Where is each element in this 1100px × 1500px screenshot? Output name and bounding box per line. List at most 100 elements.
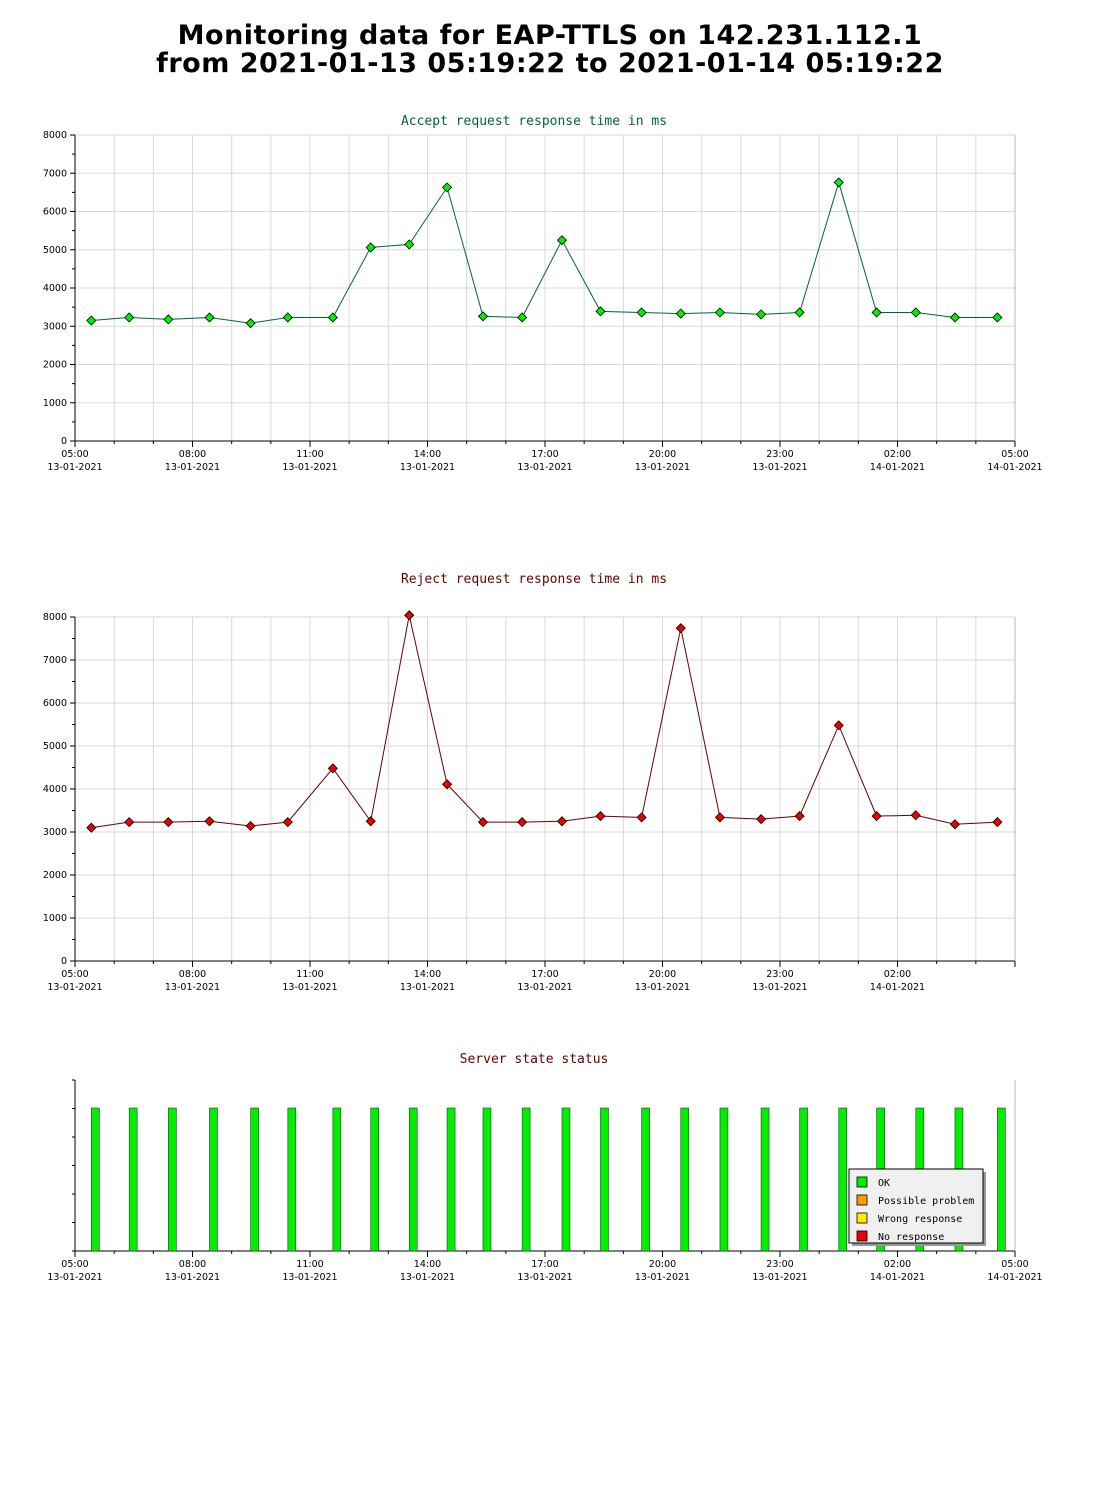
accept-xtick-time: 05:00 [1001, 449, 1028, 460]
reject-data-point [556, 816, 568, 827]
reject-xtick-time: 14:00 [414, 969, 441, 980]
accept-data-point [871, 307, 882, 318]
accept-data-point [245, 318, 256, 329]
reject-ytick-label: 6000 [43, 698, 67, 709]
accept-title: Accept request response time in ms [401, 114, 667, 129]
reject-data-point [477, 817, 489, 828]
status-bar [838, 1107, 848, 1252]
accept-xtick-time: 17:00 [531, 449, 558, 460]
status-xtick-time: 23:00 [766, 1259, 793, 1270]
accept-ytick-label: 2000 [43, 360, 67, 371]
reject-ytick-label: 2000 [43, 870, 67, 881]
reject-response-chart: Reject request response time in ms 05:00 1… [43, 572, 1016, 993]
accept-ytick-label: 4000 [43, 283, 67, 294]
accept-xtick-time: 23:00 [766, 449, 793, 460]
status-xtick-time: 05:00 [1001, 1259, 1028, 1270]
status-xtick-time: 11:00 [296, 1259, 323, 1270]
accept-data-point [282, 312, 293, 323]
status-xtick-date: 13-01-2021 [752, 1272, 807, 1283]
reject-xtick-time: 02:00 [884, 969, 911, 980]
status-xtick-date: 13-01-2021 [635, 1272, 690, 1283]
reject-data-point [204, 816, 215, 827]
reject-data-point [245, 820, 256, 832]
reject-xtick-time: 20:00 [649, 969, 676, 980]
reject-xtick-date: 13-01-2021 [165, 982, 220, 993]
reject-data-point [365, 816, 376, 827]
accept-data-point [163, 314, 174, 325]
accept-data-point [756, 309, 767, 320]
reject-ytick-label: 0 [61, 956, 67, 967]
legend-label: OK [878, 1178, 890, 1189]
reject-data-point [910, 810, 921, 821]
accept-xtick-date: 13-01-2021 [47, 462, 102, 473]
reject-ytick-label: 8000 [43, 612, 67, 623]
accept-data-point [714, 307, 726, 318]
reject-series-line [91, 615, 998, 829]
reject-data-point [282, 817, 293, 828]
reject-ytick-label: 4000 [43, 784, 67, 795]
accept-xtick-date: 13-01-2021 [400, 462, 455, 473]
accept-data-point [86, 315, 97, 326]
reject-data-point [86, 822, 97, 833]
status-xtick-date: 13-01-2021 [47, 1272, 102, 1283]
accept-xtick-time: 05:00 [61, 449, 88, 460]
page-title: Monitoring data for EAP-TTLS on 142.231.… [0, 22, 1100, 78]
accept-data-point [794, 307, 805, 318]
accept-xtick-time: 14:00 [414, 449, 441, 460]
reject-data-point [675, 623, 686, 634]
legend-box [848, 1168, 984, 1244]
accept-data-point [124, 312, 135, 323]
reject-xtick-time: 11:00 [296, 969, 323, 980]
status-bar [799, 1107, 808, 1252]
reject-xtick-date: 13-01-2021 [517, 982, 572, 993]
reject-data-point [404, 610, 415, 621]
accept-data-point [517, 312, 528, 323]
legend-label: Wrong response [878, 1214, 962, 1225]
accept-xtick-time: 20:00 [649, 449, 676, 460]
legend-swatch [856, 1194, 868, 1206]
reject-xtick-date: 13-01-2021 [282, 982, 337, 993]
reject-ytick-label: 7000 [43, 655, 67, 666]
accept-data-point [833, 177, 844, 188]
accept-xtick-time: 08:00 [179, 449, 206, 460]
reject-data-point [949, 819, 961, 830]
reject-data-point [794, 811, 805, 822]
status-title: Server state status [460, 1052, 609, 1067]
reject-data-point [756, 814, 767, 825]
server-state-chart: Server state status 05:00 13-01-2021 08:00 1… [47, 1052, 1042, 1283]
accept-ytick-label: 8000 [43, 130, 67, 141]
status-bar [561, 1107, 571, 1252]
reject-xtick-time: 08:00 [179, 969, 206, 980]
status-bar [641, 1107, 650, 1252]
status-xtick-date: 13-01-2021 [517, 1272, 572, 1283]
reject-data-point [442, 779, 453, 790]
status-xtick-date: 14-01-2021 [987, 1272, 1042, 1283]
accept-ytick-label: 0 [61, 436, 67, 447]
accept-data-point [949, 312, 961, 323]
status-bar [521, 1107, 531, 1252]
reject-xtick-time: 17:00 [531, 969, 558, 980]
page-title-line-1: Monitoring data for EAP-TTLS on 142.231.… [177, 20, 923, 51]
status-xtick-time: 14:00 [414, 1259, 441, 1270]
accept-xtick-time: 11:00 [296, 449, 323, 460]
accept-xtick-date: 13-01-2021 [517, 462, 572, 473]
accept-data-point [404, 239, 415, 250]
reject-ytick-label: 1000 [43, 913, 67, 924]
status-bar [760, 1107, 770, 1252]
accept-ytick-label: 6000 [43, 207, 67, 218]
accept-xtick-date: 13-01-2021 [635, 462, 690, 473]
status-bar [370, 1107, 380, 1252]
accept-response-chart: Accept request response time in ms 05:00 1… [43, 114, 1043, 473]
reject-data-point [163, 817, 174, 828]
accept-xtick-date: 14-01-2021 [870, 462, 925, 473]
reject-xtick-time: 05:00 [61, 969, 88, 980]
reject-data-point [871, 811, 882, 822]
reject-ytick-label: 5000 [43, 741, 67, 752]
reject-xtick-date: 13-01-2021 [400, 982, 455, 993]
status-bar [997, 1107, 1006, 1252]
accept-xtick-date: 13-01-2021 [165, 462, 220, 473]
reject-xtick-date: 14-01-2021 [870, 982, 925, 993]
reject-xtick-time: 23:00 [766, 969, 793, 980]
status-bar [128, 1107, 138, 1252]
accept-xtick-date: 13-01-2021 [752, 462, 807, 473]
